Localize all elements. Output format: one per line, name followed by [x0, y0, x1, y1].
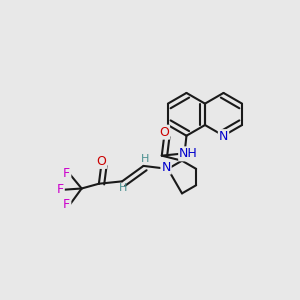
Text: F: F	[63, 198, 70, 211]
Text: H: H	[119, 184, 128, 194]
Text: F: F	[57, 183, 64, 196]
Text: H: H	[140, 154, 149, 164]
Text: N: N	[161, 160, 171, 174]
Text: O: O	[96, 155, 106, 168]
Text: F: F	[63, 167, 70, 180]
Text: N: N	[219, 130, 228, 143]
Text: O: O	[159, 126, 169, 139]
Text: NH: NH	[179, 147, 198, 161]
